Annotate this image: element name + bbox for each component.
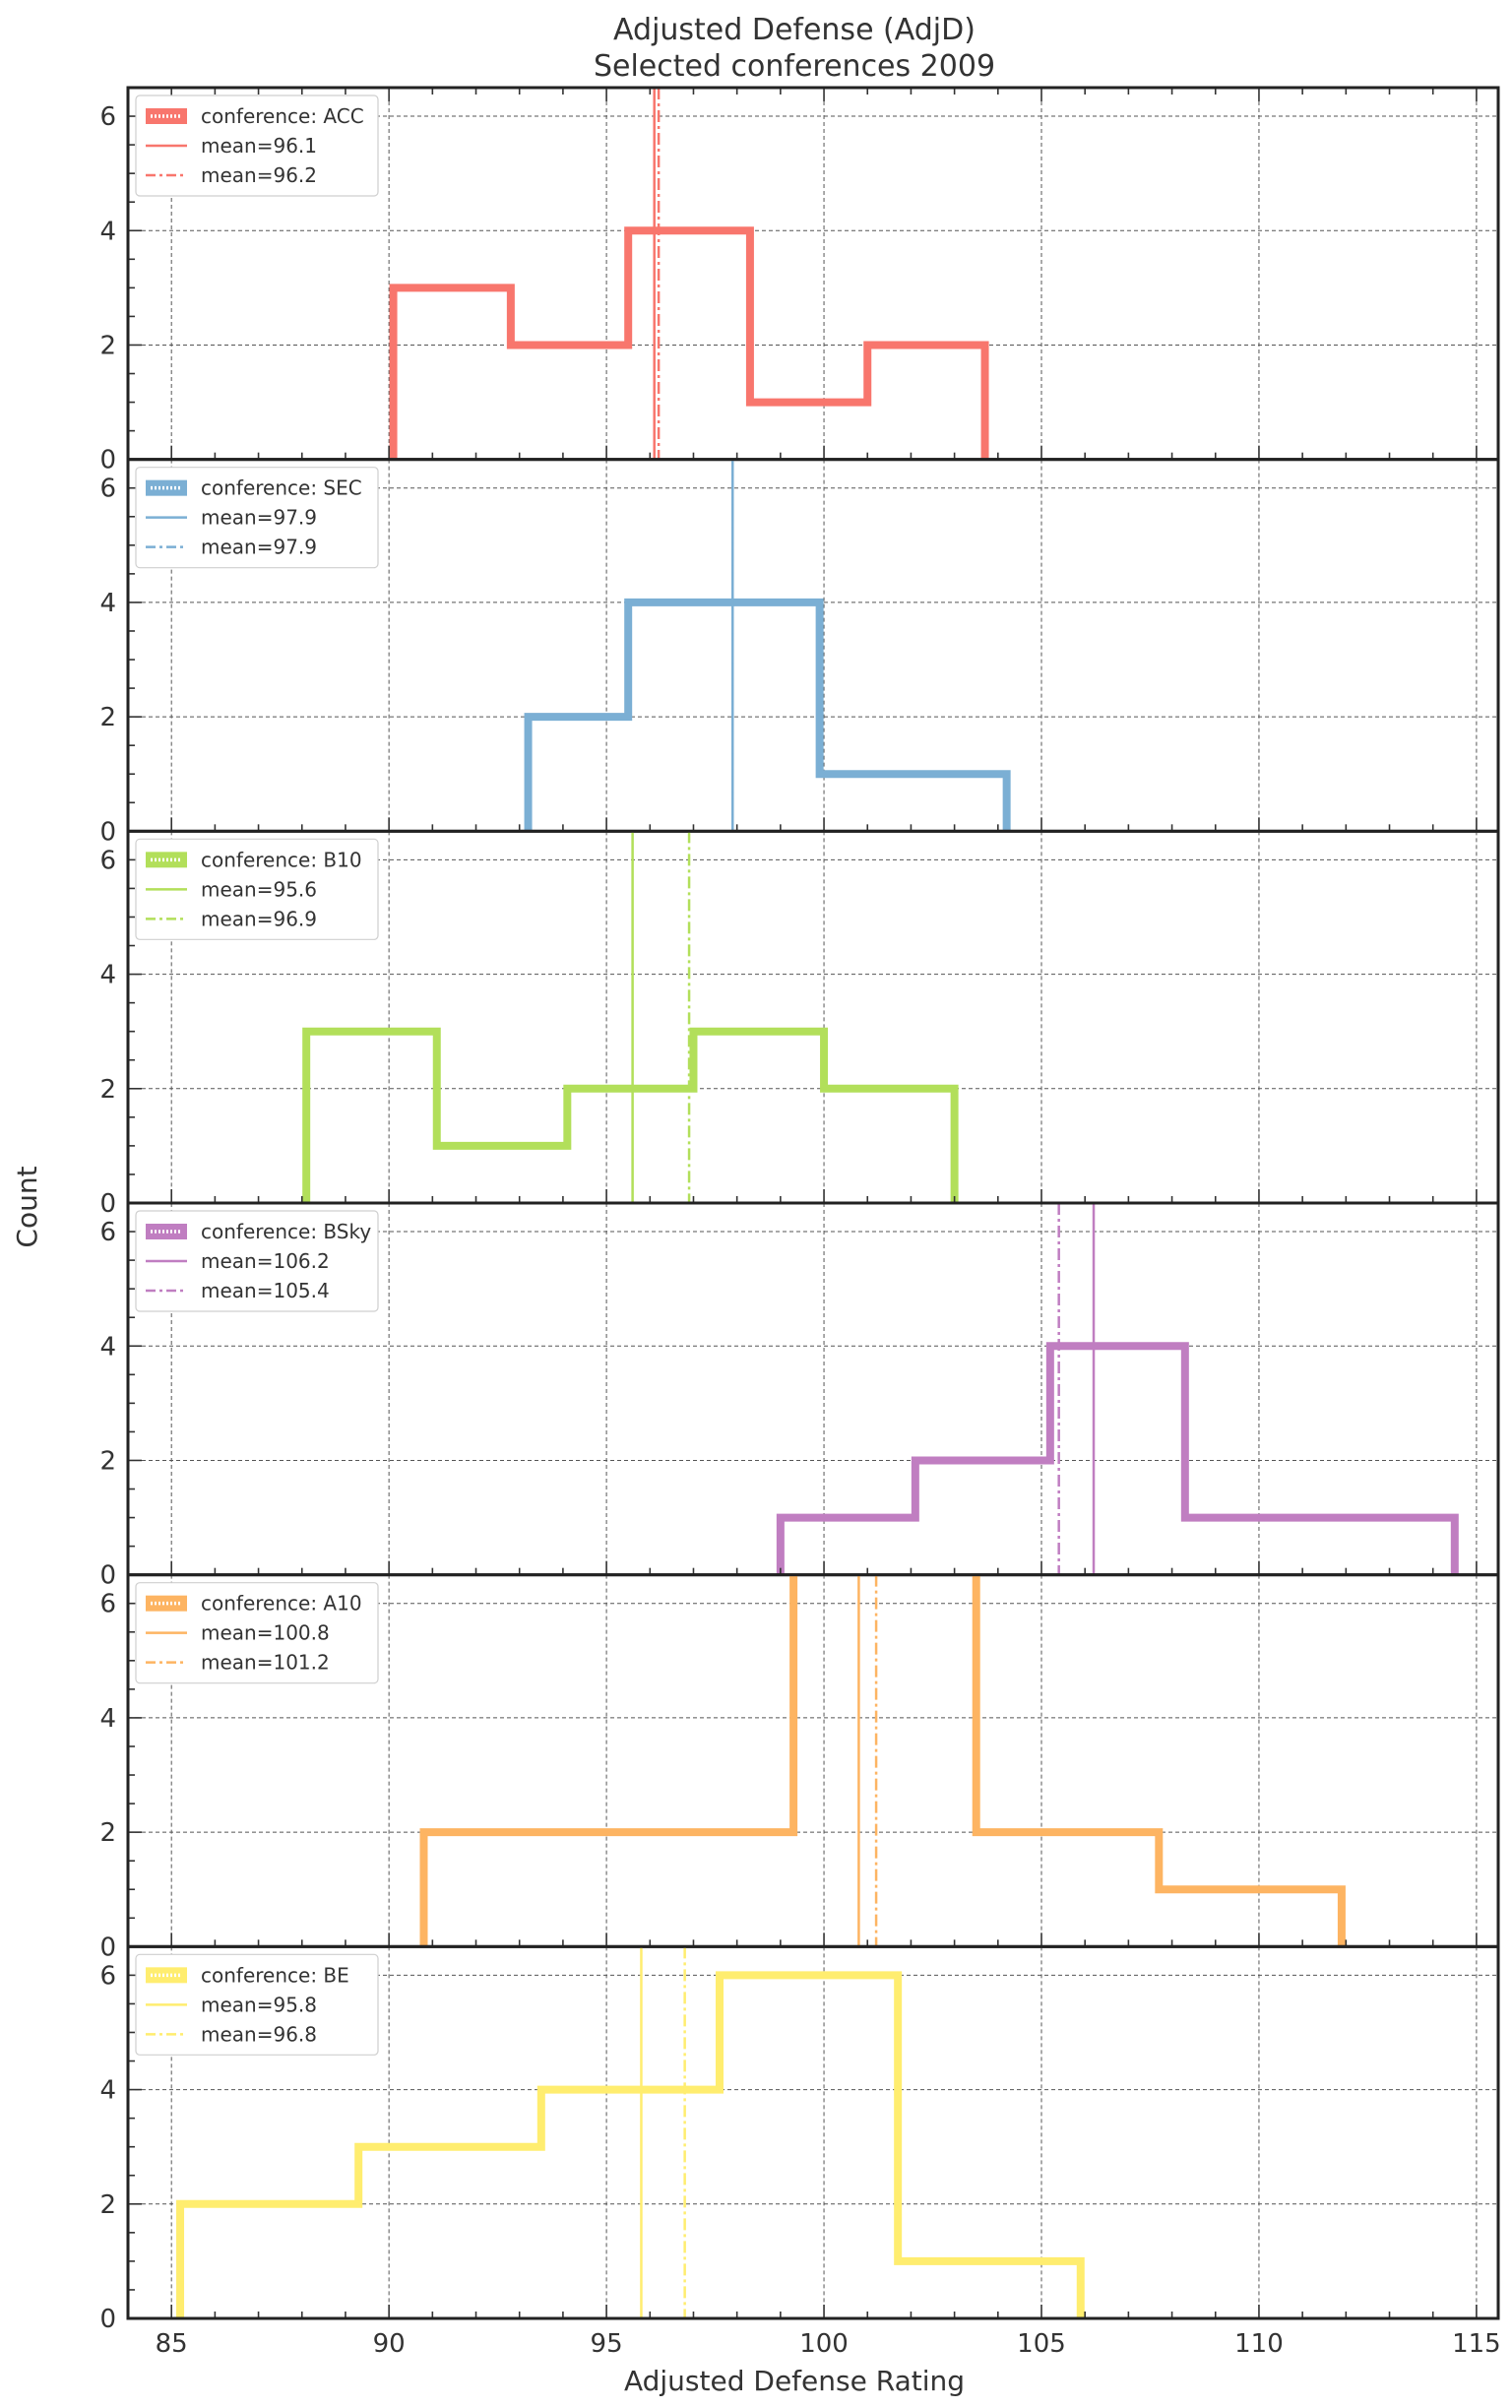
legend-label-conference: conference: B10 (201, 848, 362, 871)
legend: conference: B10 mean=95.6 mean=96.9 (135, 838, 379, 940)
legend: conference: BSky mean=106.2 mean=105.4 (135, 1210, 379, 1312)
x-tick-label: 115 (1452, 2329, 1501, 2359)
y-tick-label: 6 (99, 102, 116, 132)
legend: conference: A10 mean=100.8 mean=101.2 (135, 1582, 379, 1684)
legend-label-mean-dashdot: mean=97.9 (201, 536, 317, 559)
y-tick-label: 6 (99, 1590, 116, 1619)
y-tick-label: 2 (99, 331, 116, 360)
chart-subtitle: Selected conferences 2009 (594, 49, 995, 84)
panel-be: 0 2 4 6 conference: BE mean=95.8 mean=96.8 (99, 1944, 1500, 2334)
legend-label-mean-solid: mean=96.1 (201, 134, 317, 158)
legend-label-conference: conference: BE (201, 1963, 349, 1987)
legend: conference: BE mean=95.8 mean=96.8 (135, 1953, 379, 2056)
legend-frame (135, 838, 379, 940)
y-tick-label: 4 (99, 1704, 116, 1734)
legend-frame (135, 1210, 379, 1312)
y-axis-label: Count (11, 1166, 43, 1247)
y-tick-label: 0 (99, 2305, 116, 2334)
panel-frame (126, 1944, 1500, 2320)
legend: conference: ACC mean=96.1 mean=96.2 (135, 95, 379, 197)
x-tick-label: 110 (1234, 2329, 1284, 2359)
y-tick-label: 6 (99, 475, 116, 504)
legend-label-mean-dashdot: mean=105.4 (201, 1279, 330, 1302)
legend-frame (135, 1953, 379, 2056)
legend-label-conference: conference: ACC (201, 104, 364, 128)
legend-frame (135, 95, 379, 197)
x-axis-label: Adjusted Defense Rating (624, 2365, 965, 2397)
legend-label-mean-solid: mean=95.8 (201, 1993, 317, 2016)
legend-label-conference: conference: A10 (201, 1592, 362, 1616)
y-tick-label: 4 (99, 1332, 116, 1362)
histogram-panels: 0 2 4 6 conference: ACC mean=96.1 mean=96.2 0 2 4… (99, 86, 1501, 2359)
x-tick-label: 100 (799, 2329, 849, 2359)
legend-label-mean-solid: mean=95.6 (201, 877, 317, 901)
y-tick-label: 2 (99, 2190, 116, 2220)
y-tick-label: 2 (99, 1075, 116, 1105)
panel-a10: 0 2 4 6 conference: A10 mean=100.8 mean=101.2 (99, 1573, 1500, 1962)
x-tick-label: 105 (1017, 2329, 1066, 2359)
legend-label-mean-solid: mean=100.8 (201, 1621, 330, 1645)
panel-bsky: 0 2 4 6 conference: BSky mean=106.2 mean=105.4 (99, 1201, 1500, 1591)
y-tick-label: 0 (99, 1561, 116, 1591)
histogram-step (389, 226, 989, 460)
legend-label-mean-dashdot: mean=101.2 (201, 1651, 330, 1675)
panel-b10: 0 2 4 6 conference: B10 mean=95.6 mean=96.9 (99, 829, 1500, 1219)
histogram-step (419, 1574, 1346, 1947)
y-tick-label: 6 (99, 1961, 116, 1991)
panel-sec: 0 2 4 6 conference: SEC mean=97.9 mean=97.9 (99, 458, 1500, 847)
legend: conference: SEC mean=97.9 mean=97.9 (135, 467, 379, 569)
legend-label-mean-dashdot: mean=96.9 (201, 907, 317, 930)
legend-label-mean-dashdot: mean=96.2 (201, 163, 317, 187)
y-tick-label: 2 (99, 1446, 116, 1476)
y-tick-label: 0 (99, 446, 116, 475)
histogram-step (302, 1027, 959, 1203)
legend-label-mean-solid: mean=106.2 (201, 1249, 330, 1273)
legend-frame (135, 467, 379, 569)
chart-title: Adjusted Defense (AdjD) (613, 13, 976, 47)
x-tick-label: 85 (156, 2329, 188, 2359)
y-tick-label: 4 (99, 961, 116, 990)
y-tick-label: 4 (99, 589, 116, 618)
y-tick-label: 2 (99, 703, 116, 732)
x-tick-label: 95 (591, 2329, 623, 2359)
histogram-step (176, 1971, 1085, 2318)
panel-acc: 0 2 4 6 conference: ACC mean=96.1 mean=96.2 (99, 86, 1500, 475)
histogram-step (776, 1342, 1459, 1575)
legend-label-conference: conference: SEC (201, 476, 362, 500)
legend-frame (135, 1582, 379, 1684)
legend-label-mean-solid: mean=97.9 (201, 506, 317, 530)
y-tick-label: 0 (99, 1933, 116, 1962)
legend-label-mean-dashdot: mean=96.8 (201, 2022, 317, 2046)
histogram-step (524, 598, 1011, 832)
legend-label-conference: conference: BSky (201, 1220, 371, 1243)
y-tick-label: 0 (99, 817, 116, 847)
x-tick-label: 90 (373, 2329, 406, 2359)
y-tick-label: 4 (99, 217, 116, 246)
y-tick-label: 2 (99, 1818, 116, 1848)
y-tick-label: 6 (99, 846, 116, 875)
y-tick-label: 4 (99, 2076, 116, 2106)
y-tick-label: 0 (99, 1189, 116, 1219)
y-tick-label: 6 (99, 1218, 116, 1247)
